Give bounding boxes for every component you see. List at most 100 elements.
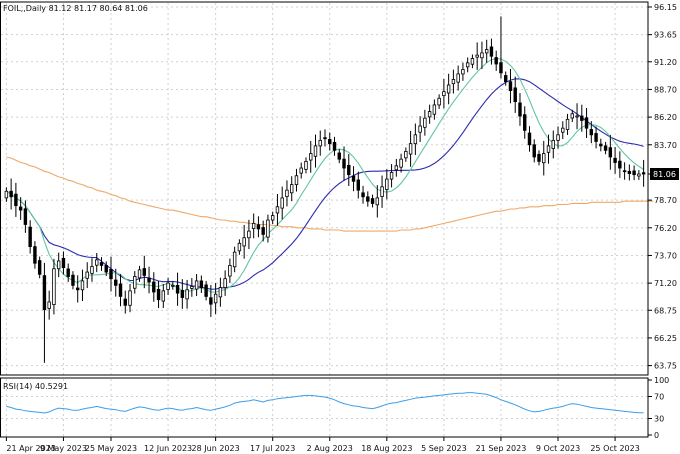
candle-body — [9, 190, 13, 198]
candle-body — [532, 144, 536, 158]
candle-body — [427, 111, 432, 118]
price-panel-frame — [0, 1, 649, 376]
candle-body — [575, 115, 579, 118]
candle-body — [223, 278, 227, 288]
candle-body — [118, 283, 123, 297]
sma-slow-line — [6, 156, 654, 232]
candle-body — [180, 290, 185, 298]
candle-body — [123, 298, 127, 306]
price-tick-label: 91.20 — [654, 58, 677, 67]
candle-body — [328, 139, 332, 145]
candle-body — [523, 114, 527, 131]
candle-body — [166, 282, 170, 290]
candle-body — [437, 97, 441, 106]
candle-body — [380, 186, 384, 197]
candle-body — [446, 84, 451, 94]
rsi-label: RSI(14) 40.5291 — [3, 382, 68, 391]
rsi-line — [6, 392, 644, 414]
candle-body — [608, 147, 613, 158]
candle-body — [413, 134, 418, 145]
candle-body — [565, 118, 570, 130]
candle-body — [237, 242, 242, 252]
time-tick-label: 2 Aug 2023 — [307, 444, 353, 453]
candle-body — [66, 268, 70, 277]
price-tick-label: 76.20 — [654, 224, 677, 233]
candle-body — [570, 113, 574, 119]
candle-body — [546, 145, 551, 153]
candle-body — [114, 279, 118, 286]
candle-body — [499, 62, 503, 74]
rsi-tick-label: 70 — [654, 393, 664, 402]
candle-body — [266, 219, 270, 238]
price-tick-label: 83.70 — [654, 141, 677, 150]
time-tick-label: 25 May 2023 — [85, 444, 137, 453]
rsi-tick-label: 0 — [654, 431, 659, 440]
candle-body — [504, 75, 508, 83]
candle-body — [190, 286, 194, 289]
candle-body — [599, 143, 603, 147]
candle-body — [18, 206, 23, 211]
candle-body — [85, 271, 89, 279]
candle-body — [337, 152, 341, 160]
candle-body — [408, 143, 413, 155]
candle-body — [294, 175, 299, 186]
candle-body — [199, 280, 204, 288]
candle-body — [90, 266, 94, 274]
candle-body — [261, 227, 265, 235]
candle-body — [518, 102, 522, 117]
candle-body — [542, 153, 546, 164]
candle-body — [537, 153, 541, 162]
candle-body — [637, 173, 641, 177]
chart-header: FOIL,,Daily 81.12 81.17 80.64 81.06 — [3, 4, 148, 13]
candle-body — [618, 160, 622, 169]
price-tick-label: 88.70 — [654, 85, 677, 94]
candle-body — [218, 287, 223, 298]
price-tick-label: 68.75 — [654, 306, 677, 315]
candle-body — [470, 58, 475, 65]
candle-body — [318, 139, 322, 147]
time-tick-label: 5 Sep 2023 — [421, 444, 467, 453]
candle-body — [347, 164, 351, 176]
candle-body — [247, 230, 251, 239]
candle-body — [508, 81, 513, 91]
time-tick-label: 17 Jul 2023 — [250, 444, 295, 453]
time-tick-label: 12 Jun 2023 — [144, 444, 192, 453]
candle-body — [342, 158, 346, 169]
candle-body — [33, 246, 37, 264]
candle-body — [299, 167, 303, 174]
candle-body — [80, 280, 85, 291]
price-tick-label: 71.20 — [654, 279, 677, 288]
candle-body — [4, 190, 9, 199]
candle-body — [556, 134, 560, 141]
candle-body — [361, 192, 365, 198]
rsi-tick-label: 100 — [654, 376, 669, 385]
candle-body — [270, 215, 275, 221]
candle-body — [152, 281, 156, 293]
candle-body — [594, 133, 598, 142]
candle-body — [209, 297, 213, 305]
candle-body — [71, 274, 75, 286]
candle-body — [465, 62, 470, 68]
candle-body — [442, 91, 446, 97]
candle-body — [76, 287, 80, 291]
candle-body — [175, 284, 180, 294]
price-tick-label: 73.70 — [654, 251, 677, 260]
price-tick-label: 63.75 — [654, 362, 677, 371]
price-tick-label: 96.15 — [654, 3, 677, 12]
candle-body — [370, 198, 375, 204]
candle-body — [61, 257, 66, 269]
candle-body — [42, 275, 47, 311]
candle-body — [632, 170, 636, 176]
candle-body — [142, 268, 146, 276]
candle-body — [204, 284, 208, 297]
candle-body — [14, 193, 18, 207]
candle-body — [527, 132, 532, 146]
candle-body — [375, 197, 380, 206]
last-price-label: 81.06 — [653, 170, 676, 179]
candle-body — [551, 139, 555, 149]
candle-body — [232, 251, 237, 268]
candle-body — [323, 137, 327, 140]
price-tick-label: 66.25 — [654, 334, 677, 343]
candle-body — [613, 157, 617, 163]
